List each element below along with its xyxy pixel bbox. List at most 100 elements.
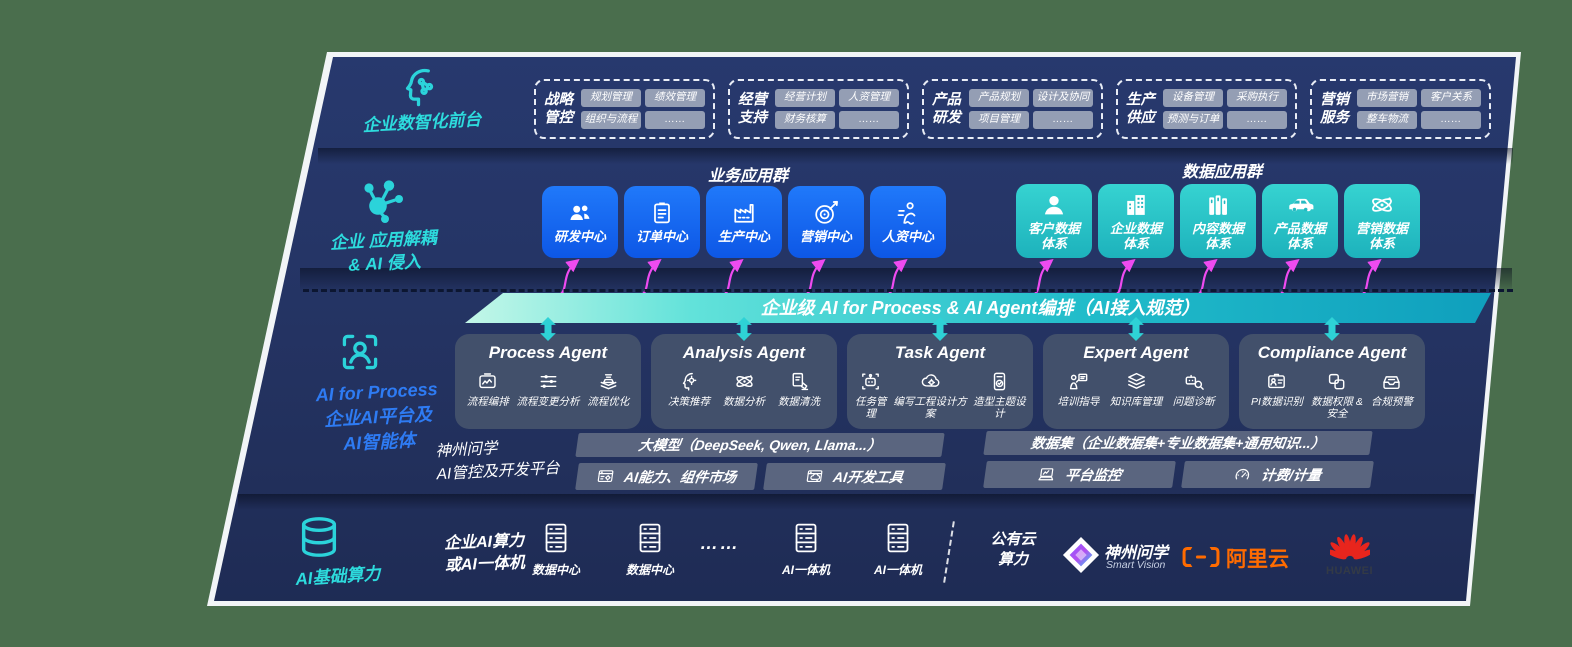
front-group-title: 经营 支持 [738,91,767,126]
agent-item-label: 合规预警 [1370,396,1413,408]
data-tiles: 客户数据 体系 企业数据 体系 内容数据 体系 产品数据 体系 营销数据 体系 [1016,184,1420,258]
atom-icon [733,370,756,393]
front-group-title: 营销 服务 [1320,91,1349,126]
ellipsis-dots: …… [700,533,740,553]
tile-marketing-data: 营销数据 体系 [1344,184,1420,258]
server-icon [541,521,571,555]
aliyun-logo-icon [1182,546,1220,568]
server-datacenter-1: 数据中心 [514,521,598,578]
tile-content-data: 内容数据 体系 [1180,184,1256,258]
chip-grid: 规划管理 绩效管理 组织与流程 …… [581,89,705,129]
car-icon [1286,191,1314,219]
building-icon [1122,191,1150,219]
chip: 设备管理 [1163,89,1223,107]
brain-icon [398,64,444,110]
chip: 整车物流 [1357,111,1417,129]
tile-label: 客户数据 体系 [1027,220,1080,251]
tile-order-center: 订单中心 [624,186,700,258]
agent-item-label: 数据权限 & 安全 [1310,396,1363,421]
agent-item-label: 流程优化 [587,396,630,408]
database-icon [296,514,342,560]
agent-item: 流程变更分析 [517,370,580,408]
chip: 绩效管理 [645,89,705,107]
agent-item: 编写工程设计方案 [891,370,970,421]
chip: …… [1227,111,1287,129]
banner-text: 企业级 AI for Process & AI Agent编排（AI接入规范） [760,298,1200,318]
business-tiles: 研发中心 订单中心 生产中心 营销中心 人资中心 [542,186,946,258]
tile-label: 内容数据 体系 [1191,220,1244,251]
robot-icon [859,370,882,393]
szwx-name: 神州问学 [1104,545,1169,562]
tile-label: 营销中心 [799,229,852,245]
server-ai-appliance-1: AI一体机 [764,521,848,578]
aliyun-name: 阿里云 [1226,548,1289,571]
front-group-strategy: 战略 管控 规划管理 绩效管理 组织与流程 …… [534,79,715,139]
chip: 产品规划 [969,89,1029,107]
agent-item: 数据权限 & 安全 [1311,370,1363,421]
tile-label: 订单中心 [635,229,688,245]
chip-grid: 设备管理 采购执行 预测与订单 …… [1163,89,1287,129]
agent-item: 流程优化 [587,370,629,408]
tile-rd-center: 研发中心 [542,186,618,258]
expert-agent-card: Expert Agent 培训指导 知识库管理 问题诊断 [1043,334,1229,429]
agent-title: Task Agent [894,343,986,362]
agent-item: 流程编排 [467,370,509,408]
order-icon [648,199,676,227]
chip: 财务核算 [775,111,835,129]
agent-item-label: 问题诊断 [1172,396,1215,408]
workflow-icon [476,370,499,393]
decision-icon [678,370,701,393]
bar-label: AI开发工具 [831,468,904,485]
tile-label: 人资中心 [881,229,934,245]
agent-item-label: 造型主题设计 [973,396,1026,421]
bar-label: AI能力、组件市场 [623,468,738,485]
bar-label: 平台监控 [1064,466,1123,483]
front-group-title: 产品 研发 [932,91,961,126]
theme-design-icon [988,370,1011,393]
sliders-icon [537,370,560,393]
agent-item: 培训指导 [1057,370,1099,408]
huawei-logo-icon [1330,534,1370,560]
app-layer-label: 企业 应用解耦 & AI 侵入 [329,228,438,275]
chip-grid: 产品规划 设计及协同 项目管理 …… [969,89,1093,129]
agent-title: Expert Agent [1083,343,1189,362]
agent-item-label: 数据清洗 [778,396,820,408]
server-label: 数据中心 [625,563,674,577]
layer-divider [318,148,1513,164]
double-arrow-icon [1324,317,1340,341]
platform-monitor-bar: 平台监控 [983,461,1176,488]
tile-hr-center: 人资中心 [870,186,946,258]
tile-label: 营销数据 体系 [1355,220,1408,251]
huawei-name: HUAWEI [1326,565,1373,577]
chip: …… [839,111,899,129]
permission-icon [1325,370,1348,393]
model-group: 大模型（DeepSeek, Qwen, Llama...） AI能力、组件市场 … [575,433,945,490]
agent-item: 任务管理 [851,370,891,421]
chip: 采购执行 [1227,89,1287,107]
server-icon [791,521,821,555]
front-group-title: 战略 管控 [544,91,573,126]
tile-product-data: 产品数据 体系 [1262,184,1338,258]
cloud-design-icon [919,370,942,393]
agent-item: 造型主题设计 [970,370,1029,421]
double-arrow-icon [736,317,752,341]
billing-bar: 计费/计量 [1180,461,1373,488]
task-agent-card: Task Agent 任务管理 编写工程设计方案 造型主题设计 [847,334,1033,429]
alert-icon [1380,370,1403,393]
agent-item-label: 任务管理 [855,396,887,421]
chip: …… [1033,111,1093,129]
tile-label: 生产中心 [717,229,770,245]
agent-item: 知识库管理 [1110,370,1162,408]
ai-orchestration-banner: 企业级 AI for Process & AI Agent编排（AI接入规范） [465,293,1491,323]
ai-devtool-bar: AI开发工具 [762,463,945,490]
agent-item-label: 流程编排 [466,396,509,408]
front-group-supply: 生产 供应 设备管理 采购执行 预测与订单 …… [1116,79,1297,139]
chip-grid: 经营计划 人资管理 财务核算 …… [775,89,899,129]
chip: 客户关系 [1421,89,1481,107]
analysis-agent-card: Analysis Agent 决策推荐 数据分析 数据清洗 [651,334,837,429]
dataset-group: 数据集（企业数据集+专业数据集+通用知识...） 平台监控 计费/计量 [983,431,1373,488]
monitor-icon [1036,465,1058,484]
diagnose-icon [1182,370,1205,393]
team-icon [566,199,594,227]
